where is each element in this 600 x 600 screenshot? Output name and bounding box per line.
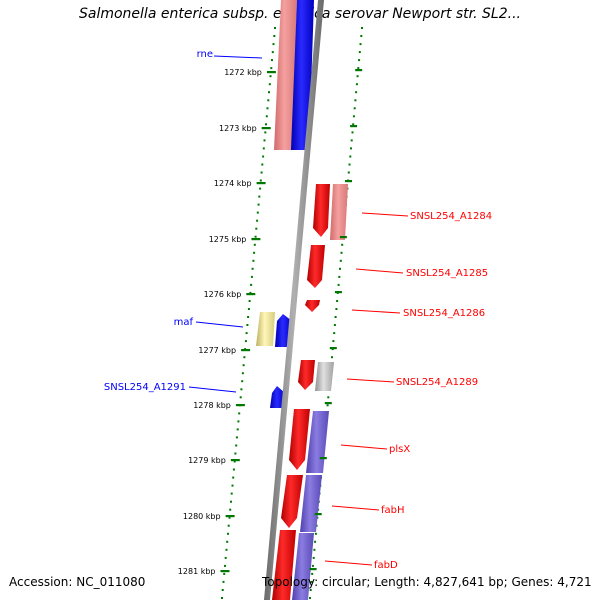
ruler-label: 1278 kbp (193, 401, 231, 410)
accession-text: Accession: NC_011080 (9, 575, 146, 589)
feature-yellow-maf-region (256, 312, 275, 346)
ruler-label: 1280 kbp (183, 512, 221, 521)
gene-leader-plsx (340, 444, 388, 450)
gene-leader-fabd (324, 560, 373, 566)
gene-leader-rne (213, 55, 263, 59)
feature-red-plsx (289, 409, 310, 470)
feature-red-a1284 (313, 184, 330, 237)
ruler: 1272 kbp 1273 kbp 1274 kbp 1275 kbp 1276 kbp… (178, 68, 363, 576)
ruler-label: 1277 kbp (198, 346, 236, 355)
ruler-label: 1275 kbp (209, 235, 247, 244)
gene-label-rne[interactable]: rne (197, 49, 213, 60)
ruler-tick (266, 71, 276, 74)
ruler-tick (261, 127, 271, 130)
feature-purple-fabh (300, 475, 322, 532)
feature-pink-a1284 (330, 184, 348, 240)
feature-pink-rne-region (274, 0, 297, 150)
feature-red-fabh (281, 475, 303, 528)
gene-label-fabd[interactable]: fabD (374, 560, 398, 571)
ruler-tick-outer (309, 568, 317, 571)
gene-leader-snsl254-a1286 (351, 309, 401, 314)
gene-leader-snsl254-a1285 (355, 268, 404, 274)
backbone-line (264, 0, 324, 600)
ruler-tick (251, 238, 261, 241)
ruler-label: 1279 kbp (188, 456, 226, 465)
ruler-tick-outer (334, 291, 342, 294)
ruler-tick (241, 349, 251, 352)
ruler-label: 1272 kbp (224, 68, 262, 77)
gene-labels: rne maf SNSL254_A1291 SNSL254_A1284 SNSL254_… (104, 49, 492, 571)
feature-red-a1285 (307, 245, 325, 288)
feature-track (256, 0, 348, 600)
ruler-tick (225, 515, 235, 518)
ruler-label: 1274 kbp (214, 179, 252, 188)
ruler-tick-outer (314, 513, 322, 516)
feature-red-fabd (272, 530, 296, 600)
gene-label-snsl254-a1291[interactable]: SNSL254_A1291 (104, 382, 186, 393)
ruler-label: 1273 kbp (219, 124, 257, 133)
ruler-tick (246, 293, 256, 296)
gene-label-snsl254-a1286[interactable]: SNSL254_A1286 (403, 308, 485, 319)
gene-leader-maf (195, 321, 244, 328)
ruler-label: 1281 kbp (178, 567, 216, 576)
feature-purple-fabd (292, 533, 314, 600)
ruler-tick-outer (345, 180, 352, 183)
feature-red-a1286 (305, 300, 320, 312)
ruler-tick-outer (355, 69, 363, 72)
feature-gray-a1289 (315, 362, 334, 391)
feature-purple-plsx (306, 411, 329, 473)
gene-leader-snsl254-a1284 (361, 212, 409, 217)
gene-label-maf[interactable]: maf (174, 317, 194, 328)
ruler-tick (230, 459, 240, 462)
ruler-label: 1276 kbp (204, 290, 242, 299)
ruler-tick-outer (350, 125, 358, 128)
ruler-tick (220, 570, 230, 573)
ruler-tick-outer (324, 402, 332, 405)
gene-label-snsl254-a1285[interactable]: SNSL254_A1285 (406, 268, 488, 279)
ruler-tick-outer (319, 457, 327, 460)
gene-label-snsl254-a1284[interactable]: SNSL254_A1284 (410, 211, 492, 222)
ruler-tick (256, 182, 266, 185)
gene-leader-snsl254-a1291 (188, 386, 237, 393)
gene-label-fabh[interactable]: fabH (381, 505, 405, 516)
gene-label-snsl254-a1289[interactable]: SNSL254_A1289 (396, 377, 478, 388)
ruler-tick-outer (339, 236, 347, 239)
gene-leader-fabh (331, 505, 380, 511)
ruler-tick-outer (329, 347, 337, 350)
feature-red-a1289 (298, 360, 315, 390)
gene-leader-snsl254-a1289 (346, 378, 395, 383)
gene-label-plsx[interactable]: plsX (389, 444, 410, 455)
feature-blue-a1291 (270, 386, 285, 408)
ruler-tick (235, 404, 245, 407)
topology-text: Topology: circular; Length: 4,827,641 bp… (262, 575, 592, 589)
